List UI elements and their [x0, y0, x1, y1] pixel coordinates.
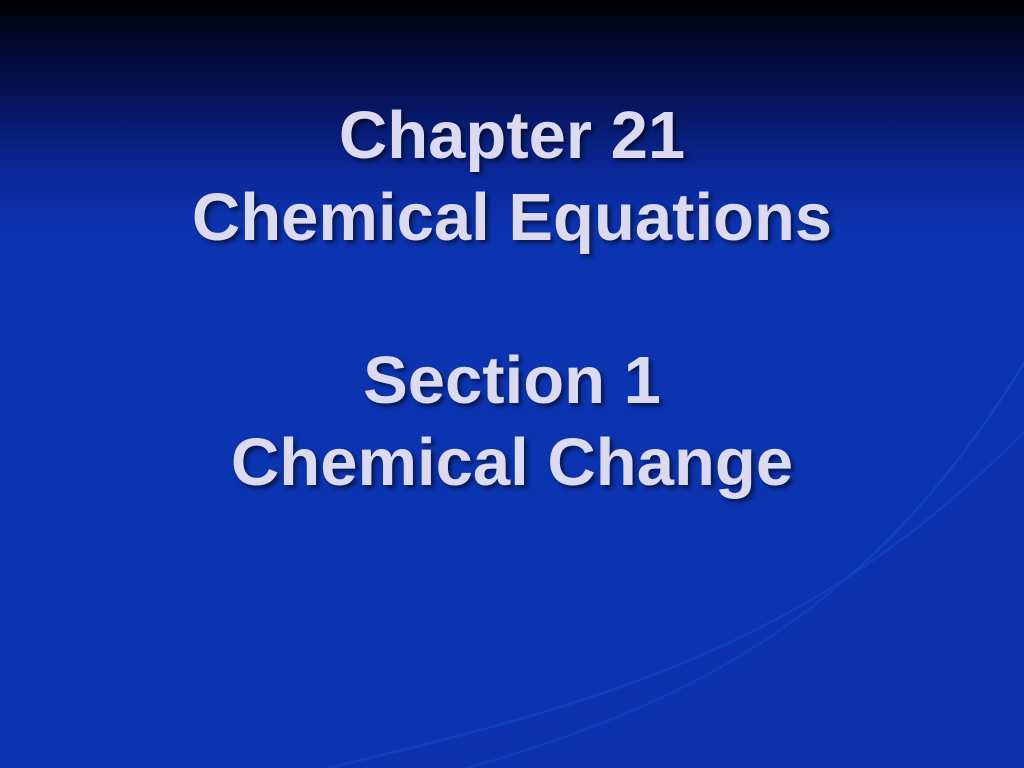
title-line: Chemical Equations [0, 177, 1024, 259]
presentation-slide: Chapter 21 Chemical Equations Section 1 … [0, 0, 1024, 768]
subtitle-line: Chemical Change [0, 422, 1024, 504]
chapter-line: Chapter 21 [0, 95, 1024, 177]
section-line: Section 1 [0, 340, 1024, 422]
spacer [0, 258, 1024, 340]
slide-text-block: Chapter 21 Chemical Equations Section 1 … [0, 0, 1024, 504]
